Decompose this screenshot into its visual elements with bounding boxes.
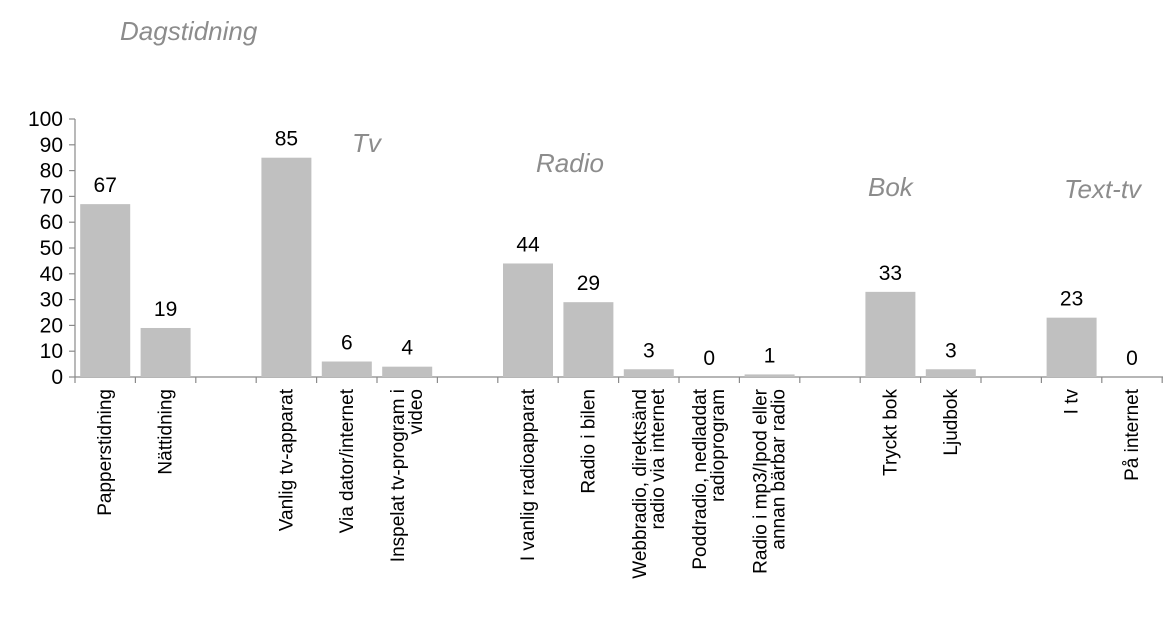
category-label: Radio i mp3/Ipod eller — [751, 388, 772, 573]
data-label: 1 — [764, 344, 776, 367]
y-tick-label: 80 — [40, 160, 63, 183]
category-label: Vanlig tv-apparat — [276, 388, 297, 531]
category-label: På internet — [1122, 388, 1143, 481]
y-tick-label: 0 — [51, 366, 63, 389]
data-label: 3 — [945, 339, 957, 362]
y-tick-label: 20 — [40, 314, 63, 337]
bars — [80, 157, 1097, 377]
bar — [382, 366, 433, 377]
category-label-group: Ljudbok — [941, 389, 962, 456]
labels: Dagstidning Tv Radio Bok Text-tv 67 Papperstid… — [94, 16, 1144, 579]
y-tick-label: 70 — [40, 185, 63, 208]
data-label: 67 — [94, 174, 117, 197]
bar — [1046, 317, 1097, 377]
group-label: Dagstidning — [120, 16, 258, 46]
y-tick-label: 50 — [40, 237, 63, 260]
category-label: Tryckt bok — [880, 389, 901, 476]
category-label: radioprogram — [708, 389, 729, 502]
data-label: 44 — [516, 233, 540, 256]
y-tick-label: 30 — [40, 289, 63, 312]
category-label-group: Tryckt bok — [880, 389, 901, 476]
category-label: radio via internet — [648, 388, 669, 529]
category-label-group: Vanlig tv-apparat — [276, 388, 297, 531]
category-label-group: Via dator/internet — [337, 388, 358, 533]
category-label: Ljudbok — [941, 389, 962, 456]
category-label: Radio i bilen — [578, 389, 599, 494]
bar — [140, 327, 191, 377]
y-tick-label: 40 — [40, 263, 63, 286]
group-label: Radio — [536, 148, 604, 178]
category-label: Poddradio, nedladdat — [690, 388, 711, 569]
group-label: Text-tv — [1064, 174, 1143, 204]
bar — [503, 263, 553, 377]
category-label: Via dator/internet — [337, 388, 358, 533]
bar — [623, 369, 674, 377]
y-tick-label: 100 — [28, 108, 63, 131]
data-label: 4 — [401, 337, 413, 360]
category-label: Webbradio, direktsänd — [630, 389, 651, 579]
bar — [744, 374, 795, 377]
category-label-group: Nättidning — [156, 389, 177, 475]
category-label-group: Papperstidning — [95, 389, 116, 516]
bar — [80, 204, 131, 377]
category-label-group: I tv — [1062, 389, 1083, 415]
bar — [865, 291, 916, 377]
category-label-group: I vanlig radioapparat — [518, 388, 539, 561]
data-label: 85 — [275, 128, 298, 151]
category-label-group: Radio i bilen — [578, 389, 599, 494]
category-label: I tv — [1062, 389, 1083, 415]
y-tick-label: 90 — [40, 134, 63, 157]
category-label-group: På internet — [1122, 388, 1143, 481]
data-label: 33 — [879, 262, 902, 285]
data-label: 19 — [154, 298, 177, 321]
bar — [321, 361, 372, 377]
y-tick-label: 60 — [40, 211, 63, 234]
data-label: 3 — [643, 339, 655, 362]
y-tick-label: 10 — [40, 340, 63, 363]
category-label: annan bärbar radio — [769, 389, 790, 550]
category-label: video — [406, 389, 427, 434]
data-label: 29 — [577, 272, 600, 295]
data-label: 0 — [703, 347, 715, 370]
group-label: Tv — [352, 128, 383, 158]
category-label: Papperstidning — [95, 389, 116, 516]
bar — [563, 302, 614, 377]
group-label: Bok — [868, 172, 915, 202]
data-label: 23 — [1060, 288, 1083, 311]
category-label: I vanlig radioapparat — [518, 388, 539, 561]
data-label: 0 — [1126, 347, 1138, 370]
bar — [261, 157, 312, 377]
category-label: Inspelat tv-program i — [388, 389, 409, 562]
data-label: 6 — [341, 332, 353, 355]
category-label: Nättidning — [156, 389, 177, 475]
bar — [925, 369, 976, 377]
